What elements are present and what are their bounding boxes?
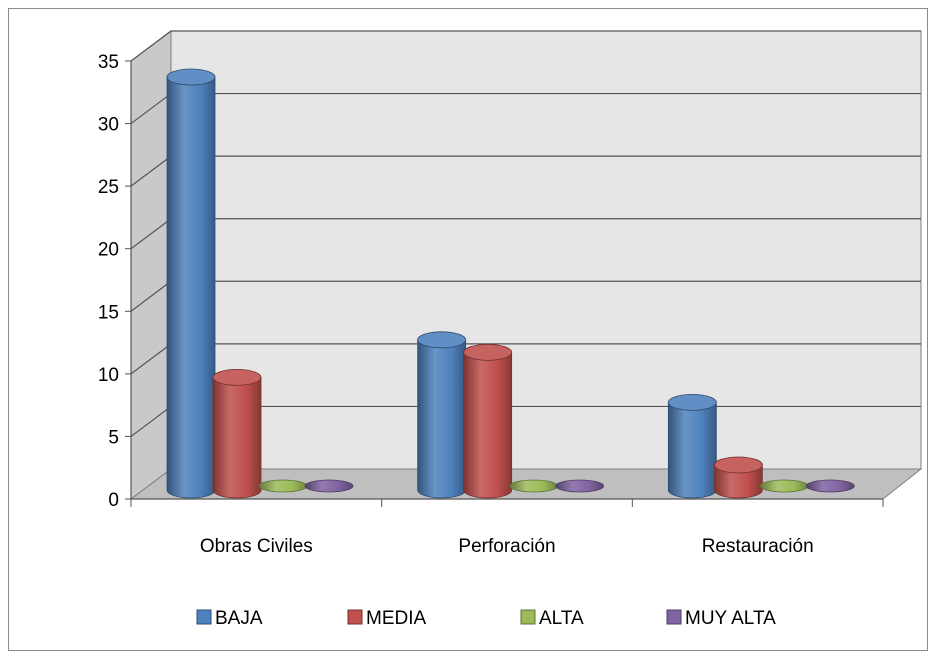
legend-item: ALTA bbox=[520, 608, 584, 629]
legend-label: ALTA bbox=[539, 608, 584, 629]
y-tick-label: 5 bbox=[108, 427, 119, 448]
bar-alta bbox=[509, 479, 559, 493]
legend-swatch bbox=[520, 609, 536, 625]
bar-alta bbox=[258, 479, 308, 493]
bar-media bbox=[212, 368, 262, 499]
bar-baja bbox=[417, 331, 467, 499]
bar-baja bbox=[166, 68, 216, 499]
bar-series bbox=[166, 68, 855, 499]
gridline bbox=[130, 30, 921, 62]
category-label: Obras Civiles bbox=[200, 536, 313, 557]
legend-item: MEDIA bbox=[347, 608, 427, 629]
legend-label: MEDIA bbox=[366, 608, 427, 629]
bar-muy-alta bbox=[555, 479, 605, 493]
y-tick-label: 10 bbox=[98, 365, 119, 386]
y-tick-label: 30 bbox=[98, 115, 119, 136]
legend-swatch bbox=[196, 609, 212, 625]
legend-swatch bbox=[347, 609, 363, 625]
bar-muy-alta bbox=[304, 479, 354, 493]
y-tick-label: 35 bbox=[98, 52, 119, 73]
category-axis: Obras Civiles Perforación Restauración bbox=[130, 499, 884, 557]
value-axis: 0 5 10 15 20 25 30 35 bbox=[98, 52, 883, 511]
bar-baja bbox=[667, 393, 717, 499]
legend: BAJA MEDIA ALTA MUY ALTA bbox=[196, 608, 776, 629]
category-label: Perforación bbox=[458, 536, 555, 557]
legend-swatch bbox=[666, 609, 682, 625]
side-wall bbox=[130, 30, 172, 500]
back-wall bbox=[170, 30, 922, 470]
bar-alta bbox=[759, 479, 809, 493]
bar-media bbox=[463, 343, 513, 499]
bar-media bbox=[713, 456, 763, 499]
legend-label: BAJA bbox=[215, 608, 263, 629]
legend-label: MUY ALTA bbox=[685, 608, 776, 629]
category-label: Restauración bbox=[702, 536, 814, 557]
legend-item: BAJA bbox=[196, 608, 263, 629]
y-tick-label: 0 bbox=[108, 490, 119, 511]
bar-muy-alta bbox=[805, 479, 855, 493]
y-tick-label: 15 bbox=[98, 302, 119, 323]
y-tick-label: 25 bbox=[98, 177, 119, 198]
legend-item: MUY ALTA bbox=[666, 608, 776, 629]
y-tick-label: 20 bbox=[98, 240, 119, 261]
